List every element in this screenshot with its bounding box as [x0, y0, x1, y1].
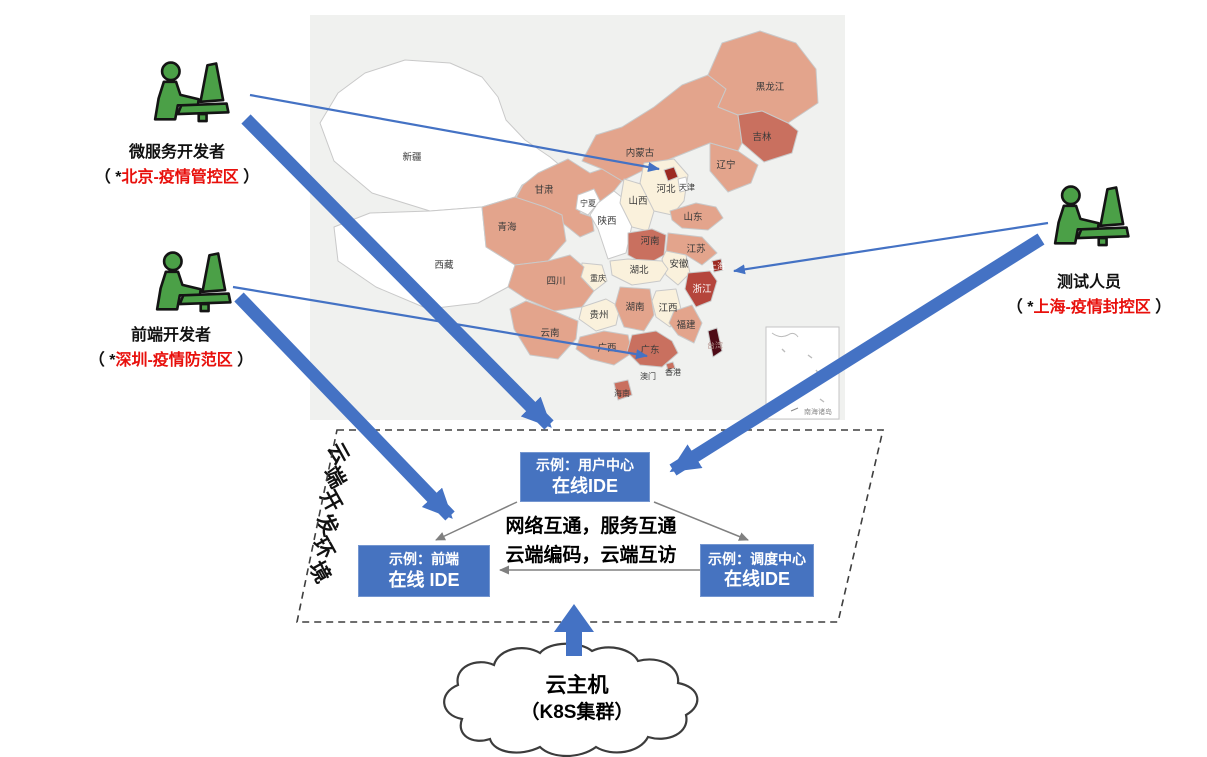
ide-box-subtitle: 在线 IDE: [388, 569, 460, 590]
ide-box-title: 示例：调度中心: [708, 550, 806, 567]
province-shape-heilongjiang: [707, 30, 819, 124]
developer-at-computer-icon: [1046, 184, 1134, 252]
persona-location-red: 北京-疫情管控区: [121, 169, 239, 186]
province-label: 山东: [683, 211, 702, 223]
province-label: 湖南: [625, 301, 644, 313]
interconnect-caption: 网络互通，服务互通 云端编码，云端互访: [471, 512, 711, 570]
province-label: 河南: [640, 235, 659, 247]
province-shape-beijing: [663, 166, 679, 182]
province-label: 辽宁: [716, 159, 735, 171]
province-label: 天津: [679, 182, 695, 192]
ide-box-subtitle: 在线IDE: [723, 569, 790, 589]
persona-label-tester: 测试人员 （ *上海-疫情封控区 ）: [973, 270, 1205, 320]
province-label: 河北: [656, 183, 676, 195]
persona-role: 微服务开发者: [128, 144, 225, 161]
province-label: 青海: [497, 221, 517, 233]
south-china-sea-inset: 南海诸岛: [765, 326, 840, 420]
province-label: 四川: [546, 276, 565, 287]
province-label: 吉林: [752, 131, 772, 143]
province-shape-shaanxi: [589, 190, 633, 260]
ide-box-scheduler: 示例：调度中心 在线IDE: [700, 544, 814, 597]
province-label: 福建: [676, 319, 696, 331]
persona-role: 前端开发者: [130, 327, 211, 344]
inset-label: 南海诸岛: [804, 407, 832, 416]
env-label-char: 境: [303, 557, 334, 587]
province-label: 内蒙古: [626, 147, 655, 159]
province-label: 香港: [665, 367, 681, 377]
province-shape-shandong: [669, 202, 724, 231]
province-label: 新疆: [402, 151, 422, 163]
province-label: 陕西: [597, 215, 616, 227]
province-shape-liaoning: [709, 142, 759, 193]
developer-at-computer-icon: [148, 250, 236, 318]
persona-label-microservice-dev: 微服务开发者 （ *北京-疫情管控区 ）: [58, 140, 296, 190]
cloud-host-line1: 云主机: [545, 674, 609, 697]
province-label: 澳门: [640, 371, 656, 381]
persona-location-red: 上海-疫情封控区: [1033, 299, 1151, 316]
persona-location-red: 深圳-疫情防范区: [115, 352, 233, 369]
province-shape-tianjin: [677, 176, 689, 193]
interconnect-caption-line1: 网络互通，服务互通: [505, 516, 677, 537]
province-label: 宁夏: [580, 198, 596, 208]
persona-location: （ *深圳-疫情防范区 ）: [88, 352, 254, 369]
persona-role: 测试人员: [1056, 274, 1121, 291]
province-label: 贵州: [589, 309, 608, 321]
province-shape-hainan: [613, 379, 633, 401]
ide-box-user-center: 示例：用户中心 在线IDE: [520, 452, 650, 502]
province-label: 广西: [597, 342, 616, 354]
province-label: 广东: [640, 344, 659, 356]
province-label: 重庆: [590, 273, 606, 283]
persona-location: （ *上海-疫情封控区 ）: [1006, 299, 1172, 316]
interconnect-caption-line2: 云端编码，云端互访: [505, 545, 677, 566]
province-label: 西藏: [434, 259, 454, 271]
province-label: 江西: [658, 303, 677, 314]
province-label: 湖北: [629, 265, 649, 276]
province-label: 安徽: [669, 258, 689, 270]
persona-location: （ *北京-疫情管控区 ）: [94, 169, 260, 186]
province-label: 黑龙江: [756, 81, 785, 93]
province-shape-hubei: [609, 258, 669, 286]
province-label: 浙江: [692, 283, 712, 295]
developer-at-computer-icon: [146, 60, 234, 128]
cloud-host-label: 云主机 （K8S集群）: [432, 672, 722, 726]
province-label: 甘肃: [534, 184, 553, 196]
province-shape-ningxia: [575, 188, 601, 216]
province-shape-jilin: [737, 110, 799, 163]
china-map: 南海诸岛 黑龙江 吉林 辽宁 内蒙古 新疆 甘肃 宁夏 陕西 山西 河北 天津 …: [310, 15, 845, 420]
province-label: 江苏: [686, 243, 706, 255]
ide-box-title: 示例：用户中心: [536, 457, 634, 473]
province-label: 海南: [614, 388, 630, 398]
persona-label-frontend-dev: 前端开发者 （ *深圳-疫情防范区 ）: [52, 323, 290, 373]
cloud-shape: [443, 642, 699, 757]
province-label: 云南: [540, 327, 559, 339]
province-label: 台湾: [707, 340, 723, 350]
ide-box-subtitle: 在线IDE: [551, 475, 618, 496]
province-label: 上海: [709, 261, 725, 271]
cloud-env-vertical-label: 云 端 开 发 环 境: [300, 439, 356, 587]
province-label: 山西: [628, 196, 647, 207]
cloud-host-line2: （K8S集群）: [520, 702, 634, 723]
